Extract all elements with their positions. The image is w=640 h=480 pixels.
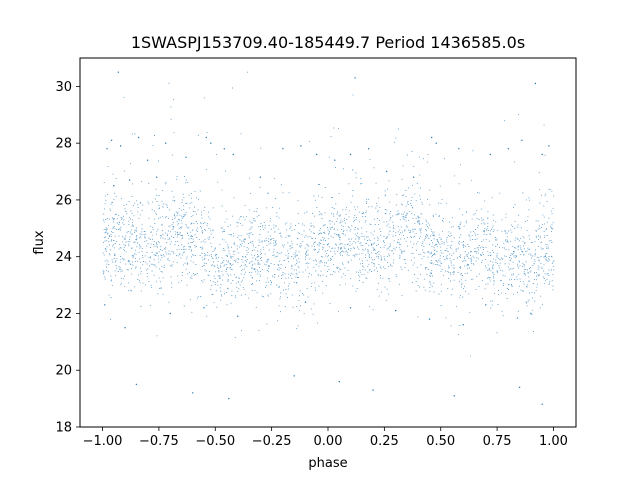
data-point [349,153,352,156]
data-point [210,142,212,144]
data-point [428,318,431,320]
data-point [431,136,433,139]
data-point [485,304,487,306]
x-tick-label: −0.50 [195,434,235,449]
data-point [453,395,455,397]
data-point [259,176,262,178]
data-point [110,139,113,141]
y-tick-label: 26 [55,193,72,208]
data-point [541,153,543,156]
y-tick-label: 20 [55,364,72,379]
x-tick-label: 0.50 [426,434,455,449]
data-point [135,383,138,386]
data-point [338,380,340,383]
data-point [521,139,523,141]
data-point [165,142,167,144]
data-point [237,315,239,317]
data-point [334,159,336,161]
y-tick-label: 30 [55,80,72,95]
data-point [458,148,460,150]
data-point [293,375,295,377]
x-axis-label: phase [308,456,347,471]
data-point [518,386,521,388]
data-point [354,77,356,79]
data-point [203,307,205,309]
y-axis-label: flux [32,230,47,254]
data-point [169,312,171,315]
data-point [117,71,120,73]
data-point [106,148,108,150]
data-point [316,153,318,156]
data-point [300,145,302,147]
x-tick-label: 0.00 [314,434,343,449]
data-point [489,153,491,156]
data-point [228,397,230,400]
data-point [185,156,187,158]
data-point [205,136,207,139]
x-tick-label: 0.75 [483,434,512,449]
flux-point-cloud [102,71,555,357]
data-point [137,136,140,139]
x-tick-label: −1.00 [83,434,123,449]
data-point [124,327,126,329]
data-point [548,145,550,147]
data-point [413,176,415,178]
data-point [146,159,149,161]
y-tick-label: 24 [55,250,72,265]
scatter-points [102,71,555,405]
data-point [128,179,131,181]
data-point [192,392,194,394]
data-point [282,148,284,150]
data-point [113,185,115,187]
data-point [530,312,532,315]
data-point [507,148,510,150]
x-tick-label: 1.00 [539,434,568,449]
x-tick-label: −0.25 [252,434,292,449]
data-point [104,304,106,306]
data-point [223,148,225,150]
data-point [232,153,234,156]
x-tick-label: 0.25 [370,434,399,449]
data-point [462,324,464,326]
data-point [304,301,307,303]
data-point [349,307,352,309]
data-point [372,389,374,391]
y-tick-label: 18 [55,421,72,436]
data-point [367,148,370,150]
data-point [435,142,437,144]
chart-title: 1SWASPJ153709.40-185449.7 Period 1436585… [131,33,525,52]
data-point [541,403,543,405]
y-axis-ticks: 18 20 22 24 26 28 30 [55,80,80,436]
data-point [534,82,537,85]
data-point [385,170,388,173]
y-tick-label: 22 [55,307,72,322]
y-tick-label: 28 [55,137,72,152]
x-tick-label: −0.75 [139,434,179,449]
data-point [156,176,158,178]
data-point [394,309,397,312]
plot-frame [79,57,577,428]
data-point [119,145,122,147]
x-axis-ticks: −1.00 −0.75 −0.50 −0.25 0.00 0.25 0.50 0.75 1.00 [83,427,568,449]
